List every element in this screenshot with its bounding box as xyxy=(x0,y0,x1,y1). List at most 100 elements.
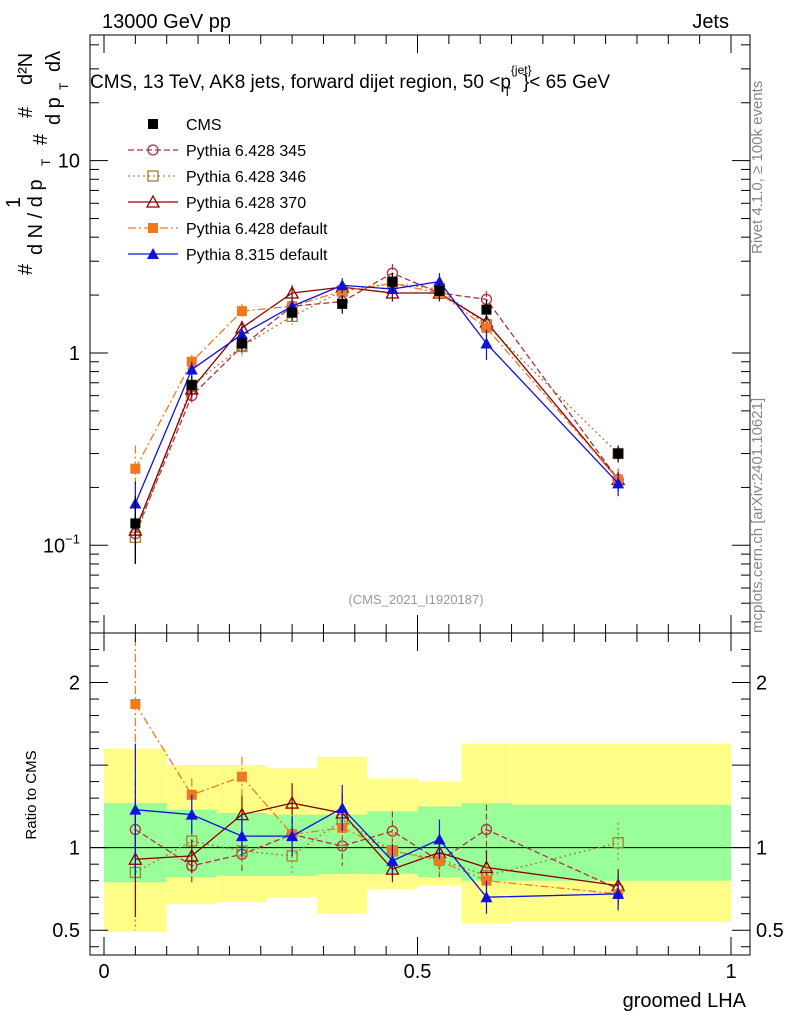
ratio-tick-label-right: 0.5 xyxy=(756,920,784,942)
ylabel-hash-2: # xyxy=(30,133,52,145)
legend-marker-pythia-6-428-default xyxy=(148,223,158,233)
ratio-marker-pythia-6-428-370 xyxy=(184,848,199,862)
x-axis: 0 0.5 1 xyxy=(98,35,737,983)
ratio-marker-pythia-8-315-default xyxy=(286,830,299,842)
title-tail: }< 65 GeV xyxy=(523,72,610,93)
ratio-frame xyxy=(89,632,751,956)
ratio-axis-ticks: 0.5 0.5 1 1 2 2 xyxy=(52,649,784,948)
title-main: CMS, 13 TeV, AK8 jets, forward dijet reg… xyxy=(90,72,511,93)
ratio-line-pythia-6-428-default xyxy=(134,703,619,895)
ylabel-dlambda: dλ xyxy=(43,51,65,72)
marker-pythia-8-315-default xyxy=(433,275,446,287)
ratio-marker-pythia-8-315-default xyxy=(235,830,248,842)
marker-cms xyxy=(130,518,141,529)
legend: CMS Pythia 6.428 345 Pythia 6.428 346 Pythi… xyxy=(128,117,328,264)
ratio-marker-pythia-6-428-346 xyxy=(612,837,624,849)
ratio-marker-pythia-8-315-default xyxy=(129,803,142,815)
main-axis-ticks: 10−1 1 10 xyxy=(43,44,750,623)
ylabel-dn: d N / d p xyxy=(25,179,47,255)
ratio-tick-label-left: 1 xyxy=(69,838,80,860)
y-tick-label: 10−1 xyxy=(43,531,80,557)
ylabel-hash-1: # xyxy=(15,263,37,275)
y-axis-label: # 1 d N / d p T # # d²N d p T dλ xyxy=(3,51,71,275)
y-tick-label: 10 xyxy=(58,151,80,173)
ratio-line-pythia-6-428-345 xyxy=(134,828,619,890)
marker-pythia-6-428-default xyxy=(130,463,141,474)
ratio-marker-pythia-8-315-default xyxy=(336,802,349,814)
ratio-marker-pythia-6-428-default xyxy=(434,855,445,866)
chart-title: CMS, 13 TeV, AK8 jets, forward dijet reg… xyxy=(90,63,610,99)
legend-label-pythia-6-428-346: Pythia 6.428 346 xyxy=(186,169,306,186)
series-line-pythia-6-428-346 xyxy=(134,282,619,538)
marker-pythia-6-428-370 xyxy=(285,285,300,299)
marker-cms xyxy=(337,298,348,309)
x-tick-label: 0.5 xyxy=(404,961,432,983)
marker-cms xyxy=(387,276,398,287)
ylabel-dpt: d p xyxy=(43,97,65,125)
marker-cms xyxy=(186,380,197,391)
marker-cms xyxy=(613,448,624,459)
marker-cms xyxy=(236,338,247,349)
marker-pythia-8-315-default xyxy=(480,337,493,349)
ratio-line-pythia-6-428-346 xyxy=(135,818,619,877)
ylabel-t2: T xyxy=(57,82,71,90)
x-tick-label: 1 xyxy=(725,961,736,983)
legend-label-pythia-6-428-345: Pythia 6.428 345 xyxy=(186,143,306,160)
ratio-series-group xyxy=(128,637,626,931)
ratio-tick-label-left: 0.5 xyxy=(52,920,80,942)
ylabel-one: 1 xyxy=(3,197,25,208)
ratio-uncertainty-bands xyxy=(90,743,750,932)
ratio-marker-pythia-8-315-default xyxy=(185,808,198,820)
legend-marker-pythia-8-315-default xyxy=(147,248,159,259)
ratio-marker-pythia-6-428-345 xyxy=(480,823,493,836)
ylabel-d2n: d²N xyxy=(15,53,37,85)
ratio-marker-pythia-8-315-default xyxy=(386,854,399,866)
legend-marker-pythia-6-428-370 xyxy=(145,194,161,208)
rivet-label: Rivet 4.1.0, ≥ 100k events xyxy=(749,81,766,254)
ratio-marker-pythia-8-315-default xyxy=(612,887,625,899)
y-tick-label: 1 xyxy=(69,343,80,365)
marker-cms xyxy=(434,285,445,296)
ratio-ylabel: Ratio to CMS xyxy=(23,750,40,839)
marker-cms xyxy=(481,304,492,315)
ratio-tick-label-right: 1 xyxy=(756,838,767,860)
legend-marker-pythia-6-428-345 xyxy=(147,144,159,156)
marker-pythia-8-315-default xyxy=(336,279,349,291)
green-band-bin xyxy=(511,804,731,881)
ylabel-hash-3: # xyxy=(15,106,37,118)
x-tick-label: 0 xyxy=(98,961,109,983)
series-line-pythia-6-428-345 xyxy=(134,272,619,534)
series-line-pythia-6-428-370 xyxy=(134,286,619,531)
title-sub: T xyxy=(504,85,512,99)
ratio-tick-label-right: 2 xyxy=(756,673,767,695)
marker-pythia-6-428-default xyxy=(481,322,492,333)
ratio-marker-pythia-6-428-370 xyxy=(479,860,494,874)
ratio-marker-pythia-6-428-370 xyxy=(285,795,300,809)
x-axis-label: groomed LHA xyxy=(623,990,747,1012)
legend-label-pythia-8-315-default: Pythia 8.315 default xyxy=(186,247,328,264)
title-sup: {jet} xyxy=(511,63,532,77)
legend-marker-cms xyxy=(148,119,158,129)
ratio-panel: 0.5 0.5 1 1 2 2 Ratio to CMS xyxy=(23,632,784,956)
marker-pythia-8-315-default xyxy=(185,363,198,375)
header-category: Jets xyxy=(692,11,729,33)
legend-label-pythia-6-428-default: Pythia 6.428 default xyxy=(186,221,328,238)
legend-marker-pythia-6-428-346 xyxy=(147,170,159,182)
ratio-marker-pythia-6-428-default xyxy=(130,699,141,710)
ratio-tick-label-left: 2 xyxy=(69,673,80,695)
series-line-pythia-6-428-default xyxy=(134,282,619,480)
mcplots-label: mcplots.cern.ch [arXiv:2401.10621] xyxy=(749,398,766,633)
watermark: (CMS_2021_I1920187) xyxy=(348,592,483,607)
main-panel: 10−1 1 10 (CMS_2021_I1920187) CMS, 13 TeV,… xyxy=(43,34,751,634)
marker-pythia-8-315-default xyxy=(235,328,248,340)
legend-label-cms: CMS xyxy=(186,117,222,134)
ylabel-t1: T xyxy=(39,158,53,166)
ratio-marker-pythia-8-315-default xyxy=(480,891,493,903)
marker-pythia-6-428-default xyxy=(236,306,247,317)
marker-cms xyxy=(287,307,298,318)
main-series-group xyxy=(128,264,626,564)
marker-pythia-8-315-default xyxy=(612,477,625,489)
legend-label-pythia-6-428-370: Pythia 6.428 370 xyxy=(186,195,306,212)
ratio-marker-pythia-8-315-default xyxy=(433,833,446,845)
